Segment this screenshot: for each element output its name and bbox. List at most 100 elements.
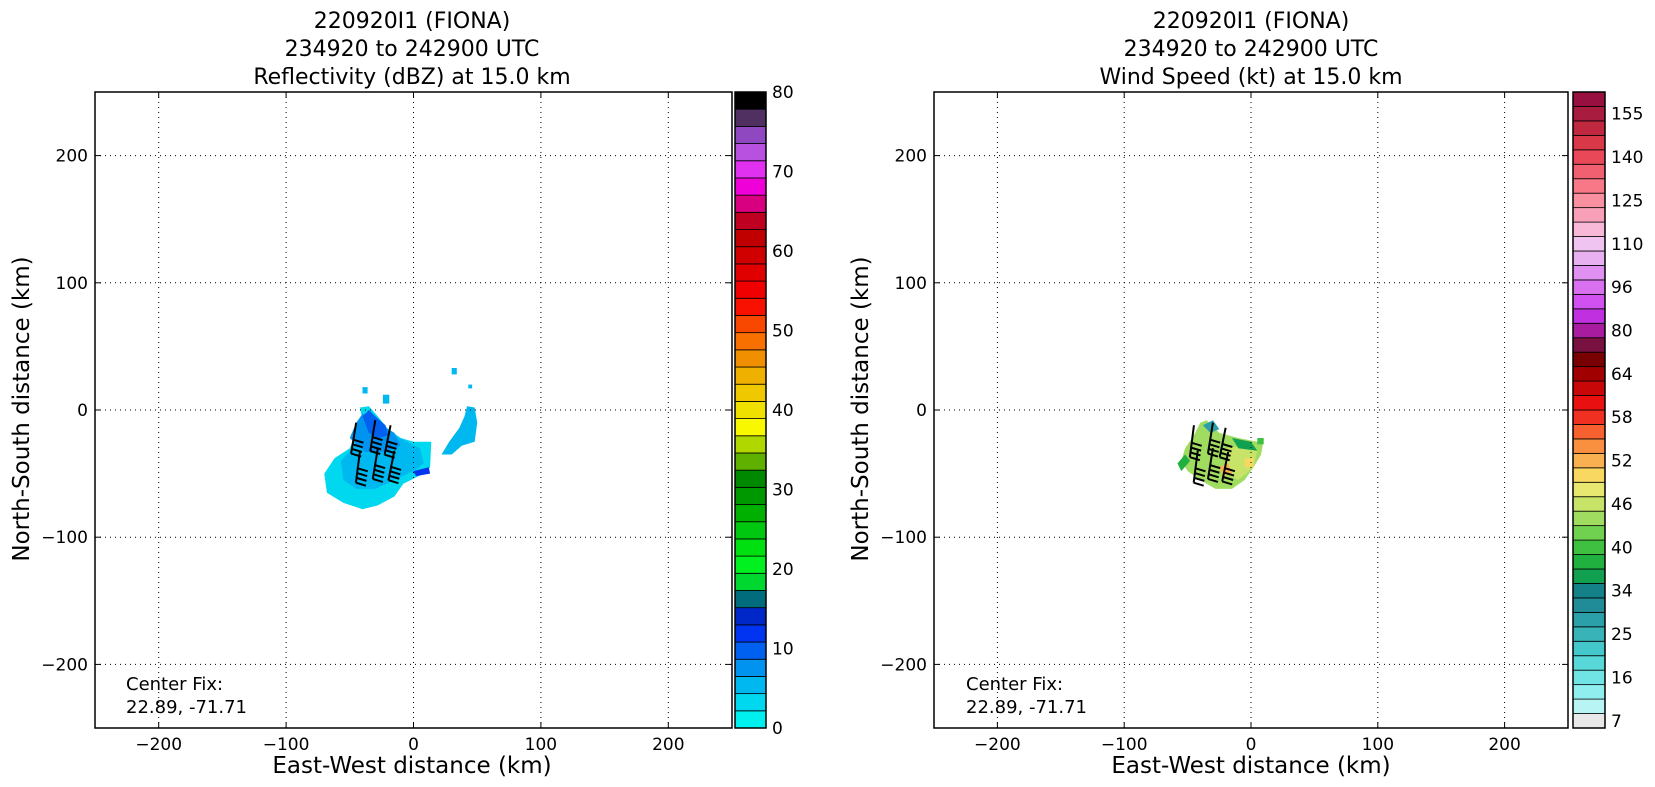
wind-speed-plot-area: −200 −100 0 100 200 −200 −100 0 100 200: [880, 91, 1569, 755]
reflectivity-colorbar-box-21: [734, 349, 767, 368]
wind-speed-colorbar-box-3: [1572, 669, 1606, 686]
wind-speed-y-tick-label-1: −100: [880, 528, 927, 548]
wind-speed-wind-barb-2: [1218, 427, 1233, 462]
reflectivity-y-tick-label-4: 200: [56, 147, 88, 167]
wind-speed-colorbar-box-15: [1572, 496, 1606, 512]
reflectivity-y-tick-label-1: −100: [41, 528, 88, 548]
wind-speed-colorbar-box-5: [1572, 640, 1606, 657]
reflectivity-y-axis-label: North-South distance (km): [9, 256, 35, 561]
wind-speed-colorbar-box-14: [1572, 510, 1606, 527]
wind-barb-flag: [1207, 452, 1219, 458]
wind-speed-colorbar-label-14: 155: [1611, 105, 1643, 125]
wind-speed-colorbar-box-35: [1572, 207, 1606, 223]
wind-speed-colorbar-box-31: [1572, 265, 1606, 281]
wind-barb-staff: [1221, 451, 1230, 482]
wind-speed-colorbar-box-39: [1572, 149, 1606, 165]
wind-barb-flag: [390, 465, 402, 471]
reflectivity-colorbar-box-1: [734, 693, 767, 712]
wind-speed-data-region-7: [1257, 438, 1264, 445]
wind-barb-flag: [1189, 456, 1201, 462]
reflectivity-wind-barb-4: [371, 447, 386, 483]
wind-barb-flag: [370, 445, 382, 451]
wind-speed-colorbar-frame: [1572, 91, 1606, 729]
wind-barb-flag: [1224, 467, 1236, 473]
wind-speed-colorbar-box-32: [1572, 250, 1606, 266]
reflectivity-panel: 220920I1 (FIONA) 234920 to 242900 UTC Re…: [9, 9, 794, 779]
wind-speed-colorbar-box-8: [1572, 597, 1606, 613]
wind-speed-colorbar-label-3: 34: [1611, 582, 1633, 602]
wind-barb-flag: [355, 481, 367, 487]
reflectivity-colorbar-box-31: [734, 177, 767, 196]
wind-speed-colorbar-label-11: 110: [1611, 235, 1643, 255]
wind-speed-colorbar-box-27: [1572, 322, 1606, 339]
reflectivity-data-region-7: [468, 384, 473, 389]
wind-barb-flag: [372, 436, 383, 442]
wind-speed-y-tick-label-3: 100: [895, 274, 927, 294]
reflectivity-colorbar-box-5: [734, 624, 767, 643]
wind-speed-wind-barb-1: [1206, 422, 1221, 458]
wind-speed-colorbar-box-26: [1572, 337, 1606, 353]
reflectivity-colorbar-label-0: 0: [772, 719, 783, 739]
wind-barb-staff: [371, 447, 379, 480]
wind-barb-flag: [1222, 476, 1234, 481]
wind-speed-colorbar-box-10: [1572, 568, 1606, 584]
wind-speed-colorbar-box-20: [1572, 424, 1606, 440]
wind-barb-flag: [356, 476, 367, 482]
wind-speed-colorbar-box-19: [1572, 438, 1606, 454]
wind-speed-colorbar-label-8: 64: [1611, 365, 1633, 385]
wind-speed-colorbar-label-10: 96: [1611, 278, 1633, 298]
wind-speed-colorbar-box-16: [1572, 481, 1606, 498]
reflectivity-plot-area: −200 −100 0 100 200 −200 −100 0 100 200: [41, 91, 733, 755]
wind-speed-center-fix-label: Center Fix:: [966, 674, 1063, 695]
wind-speed-colorbar-label-2: 25: [1611, 625, 1633, 645]
wind-barb-flag: [1190, 451, 1201, 457]
wind-barb-flag: [389, 474, 400, 480]
wind-barb-flag: [1207, 478, 1219, 483]
wind-speed-x-tick-label-4: 200: [1488, 735, 1520, 755]
reflectivity-colorbar-box-22: [734, 332, 767, 351]
wind-barb-flag: [1195, 467, 1206, 473]
wind-barb-flag: [1220, 451, 1231, 457]
reflectivity-colorbar-label-4: 40: [772, 401, 794, 421]
wind-barb-flag: [1209, 464, 1221, 470]
reflectivity-colorbar-box-20: [734, 366, 767, 385]
wind-speed-colorbar-box-30: [1572, 279, 1606, 295]
reflectivity-colorbar-label-6: 60: [772, 242, 794, 262]
reflectivity-x-tick-label-2: 0: [408, 735, 419, 755]
wind-speed-center-fix-value: 22.89, -71.71: [966, 697, 1087, 718]
wind-barb-staff: [350, 422, 358, 454]
reflectivity-y-tick-label-2: 0: [77, 401, 88, 421]
wind-barb-flag: [353, 438, 364, 444]
reflectivity-colorbar-box-3: [734, 658, 767, 677]
wind-barb-staff: [1188, 425, 1195, 458]
wind-barb-flag: [1193, 481, 1204, 487]
reflectivity-colorbar-box-30: [734, 194, 767, 213]
wind-speed-colorbar-box-4: [1572, 655, 1606, 671]
wind-speed-colorbar-label-7: 58: [1611, 408, 1633, 428]
reflectivity-colorbar-box-13: [734, 486, 767, 505]
reflectivity-colorbar-box-15: [734, 452, 767, 471]
wind-speed-colorbar-box-9: [1572, 583, 1606, 599]
wind-speed-colorbar-label-1: 16: [1611, 668, 1633, 688]
wind-speed-colorbar-label-13: 140: [1611, 148, 1643, 168]
wind-barb-staff: [1206, 447, 1214, 480]
wind-speed-colorbar-box-29: [1572, 293, 1606, 310]
wind-speed-x-tick-label-3: 100: [1362, 735, 1394, 755]
wind-barb-staff: [387, 450, 396, 481]
reflectivity-x-axis-label: East-West distance (km): [272, 753, 551, 779]
wind-barb-staff: [1206, 422, 1214, 454]
wind-barb-flag: [1209, 438, 1221, 444]
reflectivity-x-tick-label-0: −200: [135, 735, 182, 755]
wind-speed-colorbar-box-25: [1572, 351, 1606, 368]
wind-barb-flag: [1193, 476, 1205, 482]
wind-speed-title-line-1: 220920I1 (FIONA): [1153, 9, 1350, 34]
wind-speed-x-tick-label-1: −100: [1101, 735, 1148, 755]
wind-barb-flag: [1191, 441, 1202, 447]
wind-speed-data-region-5: [1202, 420, 1220, 433]
wind-speed-colorbar-box-7: [1572, 611, 1606, 628]
reflectivity-colorbar-box-16: [734, 435, 767, 454]
reflectivity-colorbar-label-3: 30: [772, 481, 794, 501]
wind-speed-colorbar-box-2: [1572, 684, 1606, 700]
wind-barb-flag: [1209, 443, 1220, 449]
reflectivity-colorbar-box-33: [734, 143, 767, 162]
